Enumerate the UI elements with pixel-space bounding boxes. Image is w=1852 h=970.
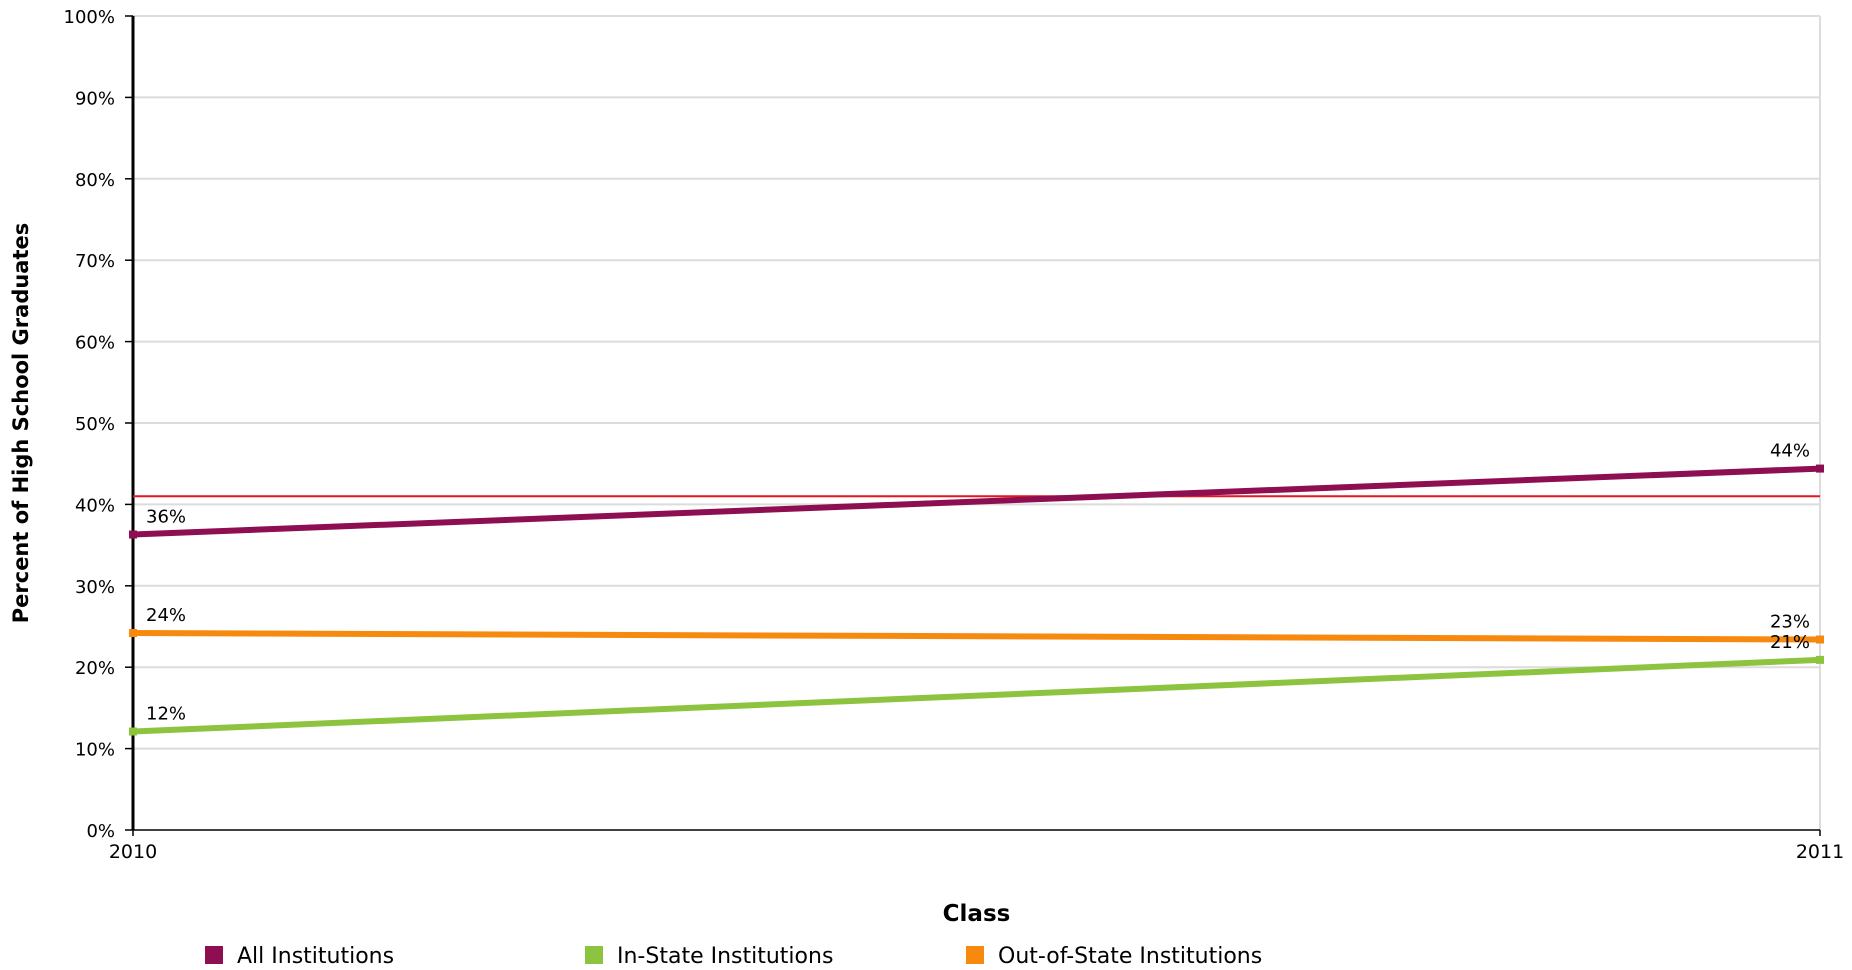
y-axis-ticks: 0% 10% 20% 30% 40% 50% 60% 70% 80% 90% 100% <box>64 7 133 842</box>
data-label: 44% <box>1770 441 1810 462</box>
data-point <box>1816 464 1824 473</box>
data-point <box>129 530 137 539</box>
data-point <box>129 629 137 638</box>
data-point <box>1816 635 1824 644</box>
x-axis-title: Class <box>943 901 1011 927</box>
y-tick-label: 10% <box>75 740 115 761</box>
legend-label: In-State Institutions <box>617 944 833 966</box>
series-lines <box>129 464 1824 736</box>
y-tick-label: 100% <box>64 7 115 28</box>
y-tick-label: 20% <box>75 658 115 679</box>
gridlines <box>133 15 1821 830</box>
y-axis-title: Percent of High School Graduates <box>9 223 33 624</box>
data-labels: 36% 44% 12% 21% 24% 23% <box>146 441 1810 725</box>
legend-swatch <box>966 946 984 964</box>
y-tick-label: 80% <box>75 170 115 191</box>
series-line <box>132 630 1821 643</box>
x-tick-label: 2010 <box>109 841 157 863</box>
data-label: 12% <box>146 704 186 725</box>
data-label: 21% <box>1770 632 1810 653</box>
series-line <box>132 656 1821 735</box>
y-tick-label: 0% <box>86 821 115 842</box>
legend-swatch <box>585 946 603 964</box>
legend-label: Out-of-State Institutions <box>998 944 1262 966</box>
data-label: 24% <box>146 605 186 626</box>
data-point <box>1816 655 1824 664</box>
y-tick-label: 50% <box>75 414 115 435</box>
y-tick-label: 30% <box>75 577 115 598</box>
data-point <box>129 727 137 736</box>
legend: All Institutions In-State Institutions Out… <box>205 944 1262 969</box>
legend-label: All Institutions <box>237 944 394 966</box>
y-tick-label: 90% <box>75 88 115 109</box>
data-label: 36% <box>146 507 186 528</box>
y-tick-label: 60% <box>75 333 115 354</box>
series-line <box>132 465 1821 538</box>
x-tick-label: 2011 <box>1796 841 1844 863</box>
y-tick-label: 70% <box>75 251 115 272</box>
data-label: 23% <box>1770 612 1810 633</box>
x-axis-ticks: 2010 2011 <box>109 830 1844 863</box>
y-tick-label: 40% <box>75 495 115 516</box>
legend-swatch <box>205 946 223 964</box>
